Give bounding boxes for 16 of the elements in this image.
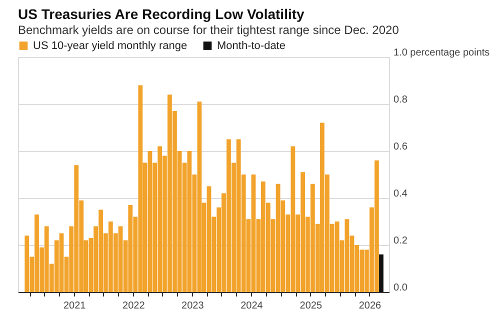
x-tick-label: 2022 xyxy=(122,300,146,312)
legend-label: Month-to-date xyxy=(217,40,286,52)
legend-label: US 10-year yield monthly range xyxy=(33,40,188,52)
chart-subtitle: Benchmark yields are on course for their tightest range since Dec. 2020 xyxy=(18,23,400,37)
chart-title: US Treasuries Are Recording Low Volatility xyxy=(18,6,305,22)
y-tick-label: 0.4 xyxy=(394,188,408,200)
x-tick-label: 2025 xyxy=(300,300,322,312)
y-tick-label: 0.0 xyxy=(394,282,408,294)
x-tick-label: 2024 xyxy=(240,300,264,312)
y-tick-label: 1.0 percentage points xyxy=(394,48,490,58)
x-tick-label: 2023 xyxy=(182,300,204,312)
x-tick-label: 2026 xyxy=(358,300,382,312)
y-tick-label: 0.6 xyxy=(394,142,408,152)
y-tick-label: 0.8 xyxy=(394,94,408,106)
y-tick-label: 0.2 xyxy=(394,236,408,246)
x-tick-label: 2021 xyxy=(63,300,86,312)
